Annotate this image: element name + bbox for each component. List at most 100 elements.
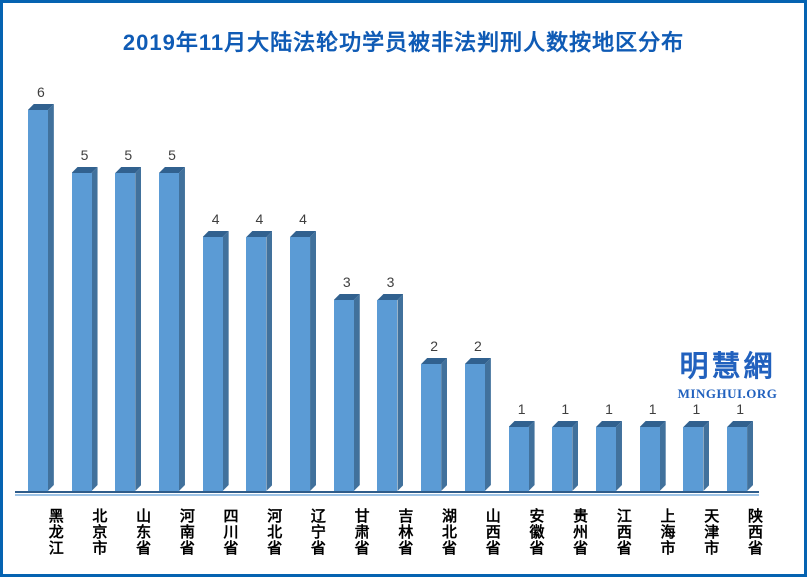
bar-top-face — [115, 167, 142, 173]
x-axis-line — [15, 491, 759, 496]
bar-value-label: 5 — [80, 147, 89, 163]
bar-top-face — [595, 421, 622, 427]
bar-front-face — [71, 173, 92, 491]
bar-column: 1 — [631, 401, 675, 491]
category-label: 山西省 — [483, 508, 501, 556]
category-label: 上海市 — [658, 508, 676, 556]
bar-side-face — [48, 104, 54, 491]
bar-value-label: 4 — [255, 211, 264, 227]
bar-column: 3 — [369, 274, 413, 491]
bar-value-label: 1 — [561, 401, 570, 417]
chart-title: 2019年11月大陆法轮功学员被非法判刑人数按地区分布 — [122, 30, 685, 55]
bar-top-face — [727, 421, 754, 427]
bar-top-face — [246, 231, 273, 237]
bar-top-face — [71, 167, 98, 173]
bar-column: 1 — [587, 401, 631, 491]
bar-front-face — [333, 300, 354, 491]
bar-value-label: 1 — [692, 401, 701, 417]
category-label: 湖北省 — [440, 508, 458, 556]
bar-value-label: 1 — [517, 401, 526, 417]
bar-front-face — [552, 427, 573, 491]
bar — [639, 421, 666, 491]
bar-column: 4 — [194, 211, 238, 491]
bar-side-face — [266, 231, 272, 491]
bar-value-label: 4 — [299, 211, 307, 227]
category-label: 甘肃省 — [352, 508, 370, 556]
minghui-logo-text: 明慧網 — [679, 351, 776, 383]
bar-value-label: 2 — [430, 338, 439, 354]
bar-top-face — [464, 358, 491, 364]
bar — [377, 294, 404, 491]
bar-side-face — [179, 167, 185, 491]
bar-top-face — [508, 421, 535, 427]
category-label: 辽宁省 — [308, 508, 326, 556]
category-label: 贵州省 — [571, 508, 589, 556]
bar-value-label: 3 — [386, 274, 395, 290]
category-label: 河南省 — [177, 508, 195, 556]
bar-front-face — [290, 237, 311, 491]
bar-top-face — [333, 294, 360, 300]
category-label: 北京市 — [90, 508, 108, 556]
bar-top-face — [683, 421, 710, 427]
bar-top-face — [421, 358, 448, 364]
category-label: 江西省 — [614, 508, 632, 556]
bar-front-face — [421, 364, 442, 491]
category-label: 安徽省 — [527, 508, 545, 556]
bar — [508, 421, 535, 491]
bar — [464, 358, 491, 491]
bar-column: 6 — [19, 84, 63, 491]
bar-value-label: 5 — [124, 147, 133, 163]
bar-column: 5 — [63, 147, 107, 491]
bar-column: 5 — [106, 147, 150, 491]
bar-value-label: 3 — [342, 274, 351, 290]
bar — [333, 294, 360, 491]
bar-value-label: 1 — [605, 401, 613, 417]
bar-top-face — [639, 421, 666, 427]
category-label: 天津市 — [702, 508, 720, 556]
bar-side-face — [92, 167, 98, 491]
category-label: 山东省 — [134, 508, 152, 556]
bar-column: 1 — [500, 401, 544, 491]
bar-column: 1 — [675, 401, 719, 491]
bar-column: 2 — [412, 338, 456, 491]
category-axis: 黑龙江 北京市 山东省 河南省 四川省 河北省 辽宁省 甘肃省 吉林省 湖北省 山西省 安徽省 贵州省 江… — [19, 506, 763, 558]
bar — [115, 167, 142, 491]
bar-side-face — [747, 421, 753, 491]
bar — [71, 167, 98, 491]
plot-area: 6 5 5 5 4 4 4 3 3 2 2 1 1 1 1 1 1 — [19, 3, 762, 491]
bar — [727, 421, 754, 491]
bar-top-face — [158, 167, 185, 173]
bar-front-face — [246, 237, 267, 491]
bar-front-face — [115, 173, 136, 491]
bar-side-face — [310, 231, 316, 491]
bar — [421, 358, 448, 491]
bar-side-face — [660, 421, 666, 491]
bar-column: 3 — [325, 274, 369, 491]
bar-side-face — [529, 421, 535, 491]
bar-front-face — [202, 237, 223, 491]
bar-side-face — [397, 294, 403, 491]
bar-side-face — [441, 358, 447, 491]
bar-front-face — [508, 427, 529, 491]
bar — [552, 421, 579, 491]
bar — [27, 104, 54, 491]
bar-front-face — [683, 427, 704, 491]
bar-value-label: 5 — [168, 147, 176, 163]
bar-column: 2 — [456, 338, 500, 491]
bar-top-face — [377, 294, 404, 300]
bar-front-face — [464, 364, 485, 491]
bar-value-label: 1 — [736, 401, 744, 417]
bar-front-face — [639, 427, 660, 491]
category-label: 吉林省 — [396, 508, 414, 556]
bar-value-label: 4 — [211, 211, 220, 227]
minghui-url-text: MINGHUI.ORG — [677, 386, 778, 401]
category-label: 四川省 — [221, 508, 239, 556]
bar-front-face — [377, 300, 398, 491]
bar-front-face — [158, 173, 179, 491]
bar-value-label: 1 — [648, 401, 657, 417]
minghui-watermark: 明慧網 MINGHUI.ORG — [665, 343, 790, 402]
bar-top-face — [27, 104, 54, 110]
category-label: 陕西省 — [745, 508, 763, 556]
bar-side-face — [572, 421, 578, 491]
